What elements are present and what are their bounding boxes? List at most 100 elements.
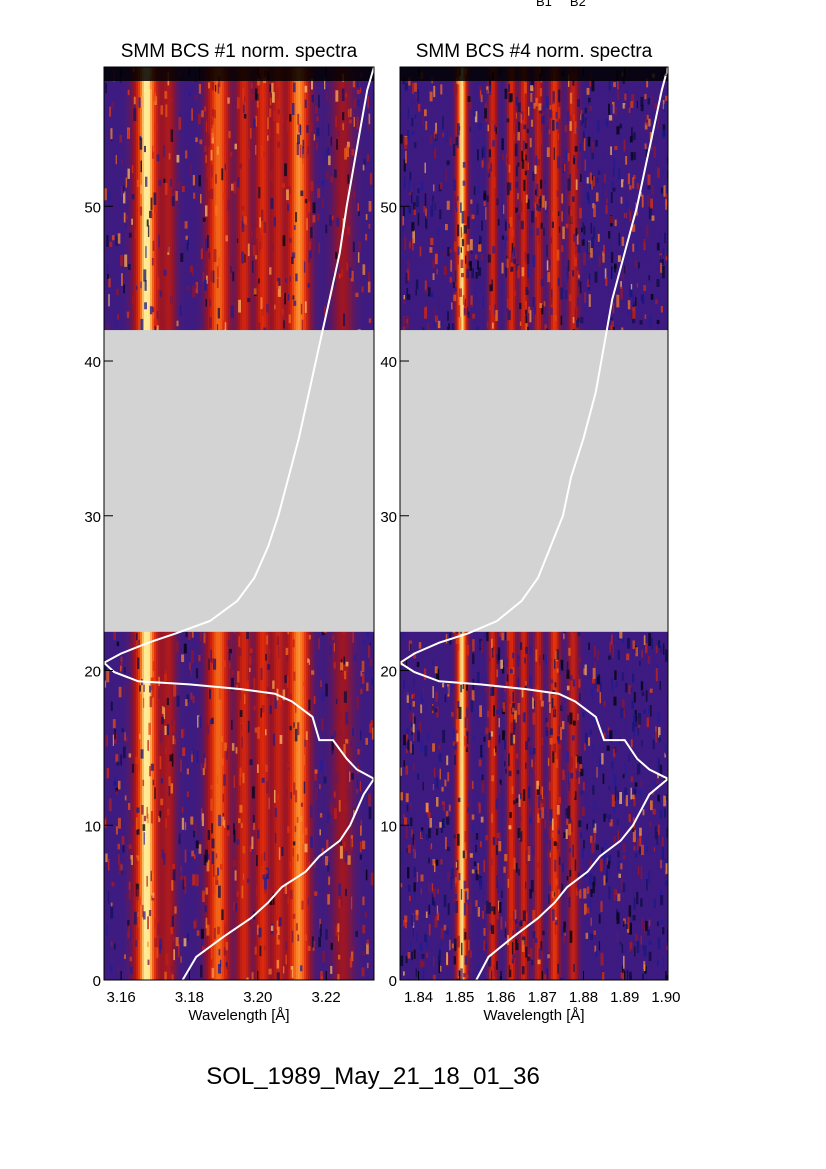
texture-streak	[441, 786, 444, 792]
texture-streak	[449, 248, 452, 254]
texture-streak	[480, 90, 482, 96]
texture-streak	[308, 699, 311, 711]
texture-streak	[215, 205, 218, 216]
texture-streak	[260, 763, 264, 774]
texture-streak	[110, 906, 114, 919]
texture-streak	[412, 238, 414, 251]
texture-streak	[304, 843, 308, 853]
texture-streak	[360, 748, 362, 753]
texture-streak	[561, 883, 564, 896]
texture-streak	[412, 744, 414, 755]
texture-streak	[529, 675, 532, 687]
texture-streak	[465, 888, 469, 900]
texture-streak	[437, 320, 441, 329]
texture-streak	[409, 942, 412, 949]
texture-streak	[126, 215, 128, 220]
texture-streak	[620, 132, 623, 139]
texture-streak	[584, 664, 587, 676]
texture-streak	[414, 891, 416, 900]
texture-streak	[218, 885, 221, 898]
texture-streak	[529, 80, 531, 93]
texture-streak	[508, 770, 512, 777]
texture-streak	[369, 658, 373, 666]
texture-streak	[534, 890, 536, 896]
texture-streak	[616, 912, 620, 924]
texture-streak	[530, 93, 533, 103]
texture-streak	[575, 887, 579, 896]
texture-streak	[347, 791, 350, 800]
texture-streak	[172, 936, 175, 942]
texture-streak	[665, 193, 668, 199]
texture-streak	[439, 768, 441, 780]
texture-streak	[621, 236, 625, 246]
texture-streak	[281, 309, 284, 316]
texture-streak	[149, 696, 153, 708]
texture-streak	[593, 876, 596, 887]
texture-streak	[656, 279, 660, 287]
texture-streak	[322, 859, 325, 866]
texture-streak	[450, 787, 453, 801]
texture-streak	[298, 123, 301, 133]
texture-streak	[412, 722, 415, 733]
texture-streak	[506, 628, 510, 641]
texture-streak	[121, 158, 123, 166]
texture-streak	[662, 129, 665, 139]
texture-streak	[576, 320, 579, 328]
texture-streak	[536, 203, 539, 211]
texture-streak	[344, 670, 347, 680]
texture-streak	[595, 139, 598, 147]
texture-streak	[432, 686, 434, 698]
texture-streak	[564, 125, 567, 132]
texture-streak	[210, 149, 213, 161]
texture-streak	[261, 705, 265, 713]
texture-streak	[584, 159, 586, 171]
texture-streak	[613, 748, 616, 758]
texture-streak	[569, 675, 573, 681]
texture-streak	[329, 645, 332, 656]
texture-streak	[618, 873, 621, 878]
texture-streak	[213, 864, 215, 877]
texture-streak	[644, 122, 648, 130]
texture-streak	[420, 740, 424, 752]
texture-streak	[211, 118, 213, 129]
texture-streak	[575, 179, 578, 190]
texture-streak	[286, 653, 289, 662]
plot-frame	[399, 66, 669, 981]
texture-streak	[249, 656, 252, 665]
texture-streak	[435, 777, 439, 790]
texture-streak	[487, 124, 489, 132]
texture-streak	[518, 794, 521, 807]
texture-streak	[142, 779, 145, 787]
texture-streak	[564, 775, 566, 782]
texture-streak	[541, 807, 545, 819]
texture-streak	[582, 222, 584, 230]
texture-streak	[506, 258, 509, 268]
texture-streak	[345, 661, 349, 673]
lightcurve-line	[104, 67, 374, 980]
texture-streak	[482, 297, 484, 308]
texture-streak	[489, 284, 493, 292]
texture-streak	[171, 720, 173, 726]
texture-streak	[481, 640, 483, 654]
texture-streak	[265, 303, 269, 313]
texture-streak	[538, 205, 541, 212]
texture-streak	[344, 147, 348, 160]
texture-streak	[494, 625, 496, 639]
texture-streak	[648, 633, 652, 646]
texture-streak	[352, 80, 356, 88]
texture-streak	[521, 687, 524, 698]
texture-streak	[565, 223, 569, 229]
texture-streak	[124, 732, 126, 741]
texture-streak	[112, 199, 115, 212]
texture-streak	[655, 730, 657, 743]
texture-streak	[648, 940, 652, 946]
texture-streak	[447, 772, 450, 782]
texture-streak	[213, 249, 217, 262]
texture-streak	[541, 737, 544, 746]
texture-streak	[629, 971, 632, 980]
texture-streak	[491, 775, 494, 782]
texture-streak	[282, 689, 286, 701]
texture-streak	[181, 933, 183, 943]
texture-streak	[657, 921, 659, 926]
texture-streak	[473, 186, 476, 195]
